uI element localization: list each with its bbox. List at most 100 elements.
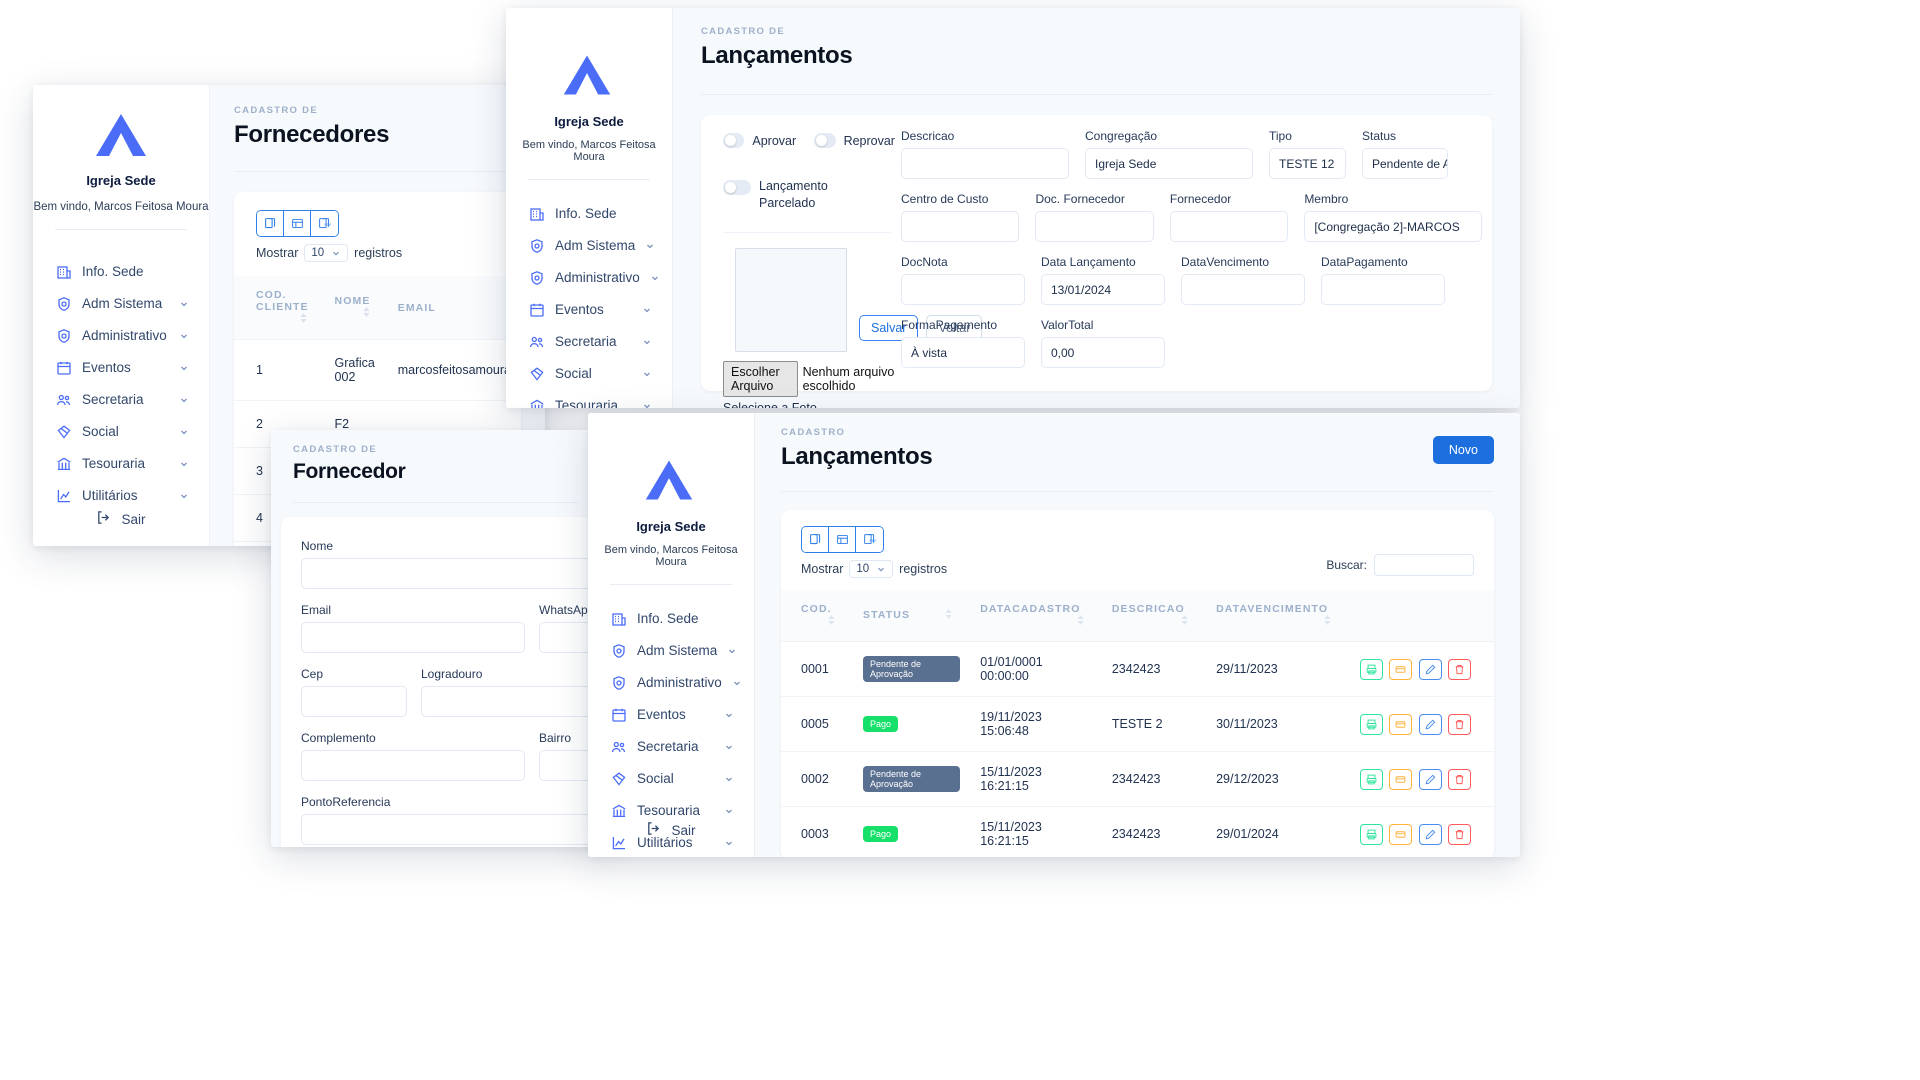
- field-input[interactable]: [1035, 211, 1154, 242]
- sort-icon[interactable]: [1077, 615, 1084, 628]
- table-row[interactable]: 0003 Pago 15/11/2023 16:21:15 2342423 29…: [781, 806, 1494, 857]
- sort-icon[interactable]: [945, 609, 952, 622]
- receipt-icon[interactable]: [1389, 823, 1413, 845]
- aprovar-toggle[interactable]: [723, 133, 745, 148]
- sidebar-item-utilit-rios[interactable]: Utilitários: [588, 827, 754, 857]
- column-header[interactable]: NOME: [324, 276, 388, 340]
- excel-icon[interactable]: [829, 527, 856, 552]
- records-per-page-select[interactable]: 10: [304, 244, 349, 262]
- column-header[interactable]: EMAIL: [387, 276, 521, 340]
- sidebar-item-adm-sistema[interactable]: Adm Sistema: [506, 230, 672, 261]
- field-input[interactable]: [1169, 211, 1289, 242]
- edit-pencil-icon[interactable]: [1418, 658, 1442, 680]
- sort-icon[interactable]: [1181, 615, 1188, 628]
- logout-button[interactable]: Sair: [33, 510, 209, 528]
- sidebar-item-tesouraria[interactable]: Tesouraria: [33, 448, 209, 479]
- field-input[interactable]: 13/01/2024: [1041, 274, 1165, 305]
- sidebar-item-secretaria[interactable]: Secretaria: [33, 384, 209, 415]
- sidebar-item-administrativo[interactable]: Administrativo: [588, 667, 754, 698]
- export-button-group[interactable]: PDF: [256, 210, 339, 237]
- save-button[interactable]: Salvar: [859, 315, 919, 341]
- print-icon[interactable]: [1359, 768, 1383, 790]
- field-input[interactable]: Pendente de Ap: [1362, 148, 1448, 179]
- sidebar-item-tesouraria[interactable]: Tesouraria: [588, 795, 754, 826]
- excel-icon[interactable]: [284, 211, 311, 236]
- receipt-icon[interactable]: [1389, 658, 1413, 680]
- field-input[interactable]: [901, 274, 1025, 305]
- print-icon[interactable]: [1359, 713, 1383, 735]
- sidebar-item-social[interactable]: Social: [588, 763, 754, 794]
- pdf-icon[interactable]: PDF: [311, 211, 338, 236]
- field-input[interactable]: À vista: [901, 337, 1025, 368]
- edit-pencil-icon[interactable]: [1418, 768, 1442, 790]
- column-header[interactable]: DATAVENCIMENTO: [1206, 590, 1350, 642]
- field-input[interactable]: [1181, 274, 1305, 305]
- field-input[interactable]: [1321, 274, 1445, 305]
- sidebar-item-eventos[interactable]: Eventos: [506, 294, 672, 325]
- table-row[interactable]: 1 Grafica 002 marcosfeitosamoura: [234, 339, 521, 401]
- reprovar-toggle[interactable]: [814, 133, 836, 148]
- sidebar-item-social[interactable]: Social: [33, 416, 209, 447]
- column-header[interactable]: COD.: [781, 590, 853, 642]
- table-row[interactable]: 0005 Pago 19/11/2023 15:06:48 TESTE 2 30…: [781, 696, 1494, 752]
- trash-icon[interactable]: [1448, 658, 1471, 680]
- receipt-icon[interactable]: [1389, 713, 1413, 735]
- sidebar-item-utilit-rios[interactable]: Utilitários: [33, 480, 209, 511]
- field-input[interactable]: 0,00: [1041, 337, 1165, 368]
- sort-icon[interactable]: [363, 307, 370, 320]
- sidebar-item-adm-sistema[interactable]: Adm Sistema: [588, 635, 754, 666]
- field-input[interactable]: [421, 686, 601, 717]
- new-button[interactable]: Novo: [1432, 436, 1494, 464]
- table-row[interactable]: 0002 Pendente de Aprovação 15/11/2023 16…: [781, 751, 1494, 807]
- trash-icon[interactable]: [1448, 768, 1471, 790]
- pdf-icon[interactable]: PDF: [856, 527, 883, 552]
- copy-icon[interactable]: [802, 527, 829, 552]
- edit-pencil-icon[interactable]: [1418, 713, 1442, 735]
- field-input[interactable]: [301, 750, 525, 781]
- logout-button[interactable]: Sair: [588, 821, 754, 839]
- field-input[interactable]: [901, 211, 1020, 242]
- column-header[interactable]: STATUS: [853, 590, 971, 642]
- sidebar-item-info-sede[interactable]: Info. Sede: [588, 603, 754, 634]
- field-input[interactable]: [901, 148, 1069, 179]
- edit-pencil-icon[interactable]: [1418, 823, 1442, 845]
- sidebar-item-secretaria[interactable]: Secretaria: [506, 326, 672, 357]
- sidebar-item-info-sede[interactable]: Info. Sede: [33, 256, 209, 287]
- print-icon[interactable]: [1359, 658, 1383, 680]
- records-per-page-select[interactable]: 10: [849, 560, 894, 578]
- sidebar-item-eventos[interactable]: Eventos: [33, 352, 209, 383]
- search-input[interactable]: [1374, 554, 1474, 576]
- field-input[interactable]: [301, 558, 601, 589]
- sort-icon[interactable]: [300, 313, 307, 326]
- field-input[interactable]: [301, 622, 525, 653]
- print-icon[interactable]: [1359, 823, 1383, 845]
- sidebar-item-eventos[interactable]: Eventos: [588, 699, 754, 730]
- sidebar-item-adm-sistema[interactable]: Adm Sistema: [33, 288, 209, 319]
- column-header[interactable]: DESCRICAO: [1101, 590, 1207, 642]
- sidebar-item-info-sede[interactable]: Info. Sede: [506, 198, 672, 229]
- column-header[interactable]: [1349, 590, 1494, 642]
- sort-icon[interactable]: [1324, 615, 1331, 628]
- sidebar-item-social[interactable]: Social: [506, 358, 672, 389]
- column-header[interactable]: DATACADASTRO: [970, 590, 1102, 642]
- sort-icon[interactable]: [828, 615, 835, 628]
- sidebar-item-tesouraria[interactable]: Tesouraria: [506, 390, 672, 408]
- choose-file-button[interactable]: Escolher Arquivo: [723, 360, 798, 397]
- table-row[interactable]: 0001 Pendente de Aprovação 01/01/0001 00…: [781, 641, 1494, 697]
- column-header[interactable]: COD. CLIENTE: [234, 276, 325, 340]
- lancamento-parcelado-toggle[interactable]: [723, 180, 751, 195]
- field-input[interactable]: [301, 814, 601, 845]
- trash-icon[interactable]: [1448, 713, 1471, 735]
- sidebar-item-secretaria[interactable]: Secretaria: [588, 731, 754, 762]
- sidebar-item-administrativo[interactable]: Administrativo: [33, 320, 209, 351]
- field-input[interactable]: Igreja Sede: [1085, 148, 1253, 179]
- copy-icon[interactable]: [257, 211, 284, 236]
- field-input[interactable]: [Congregação 2]-MARCOS: [1304, 211, 1482, 242]
- field-input[interactable]: [301, 686, 407, 717]
- sidebar-item-administrativo[interactable]: Administrativo: [506, 262, 672, 293]
- receipt-icon[interactable]: [1389, 768, 1413, 790]
- trash-icon[interactable]: [1448, 823, 1471, 845]
- back-button[interactable]: Voltar: [926, 315, 983, 341]
- field-input[interactable]: TESTE 12: [1269, 148, 1346, 179]
- export-button-group[interactable]: PDF: [801, 526, 884, 553]
